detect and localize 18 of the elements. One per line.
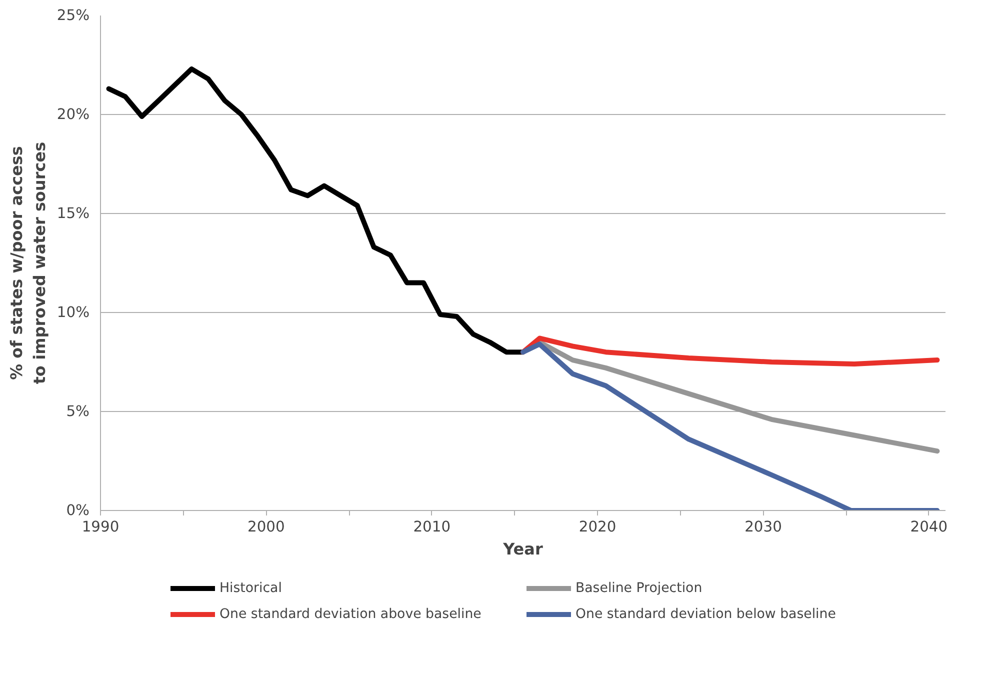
- legend-label: Baseline Projection: [576, 580, 704, 596]
- y-tick-label: 5%: [66, 403, 90, 420]
- y-tick-label: 25%: [56, 7, 90, 24]
- legend-label: Historical: [220, 580, 283, 596]
- x-tick-label: 2040: [910, 518, 948, 536]
- x-tick-label: 2010: [413, 518, 451, 536]
- y-tick-label: 10%: [56, 304, 90, 321]
- y-tick-label: 15%: [56, 205, 90, 222]
- y-tick-label: 20%: [56, 106, 90, 123]
- x-tick-label: 2020: [578, 518, 616, 536]
- x-tick-label: 1990: [82, 518, 120, 536]
- legend-label: One standard deviation above baseline: [220, 606, 482, 622]
- x-axis-title: Year: [502, 540, 543, 558]
- x-tick-label: 2030: [744, 518, 782, 536]
- y-tick-label: 0%: [66, 502, 90, 519]
- y-axis-title: % of states w/poor access to improved water sources: [7, 142, 49, 384]
- legend-label: One standard deviation below baseline: [576, 606, 837, 622]
- x-tick-label: 2000: [248, 518, 285, 536]
